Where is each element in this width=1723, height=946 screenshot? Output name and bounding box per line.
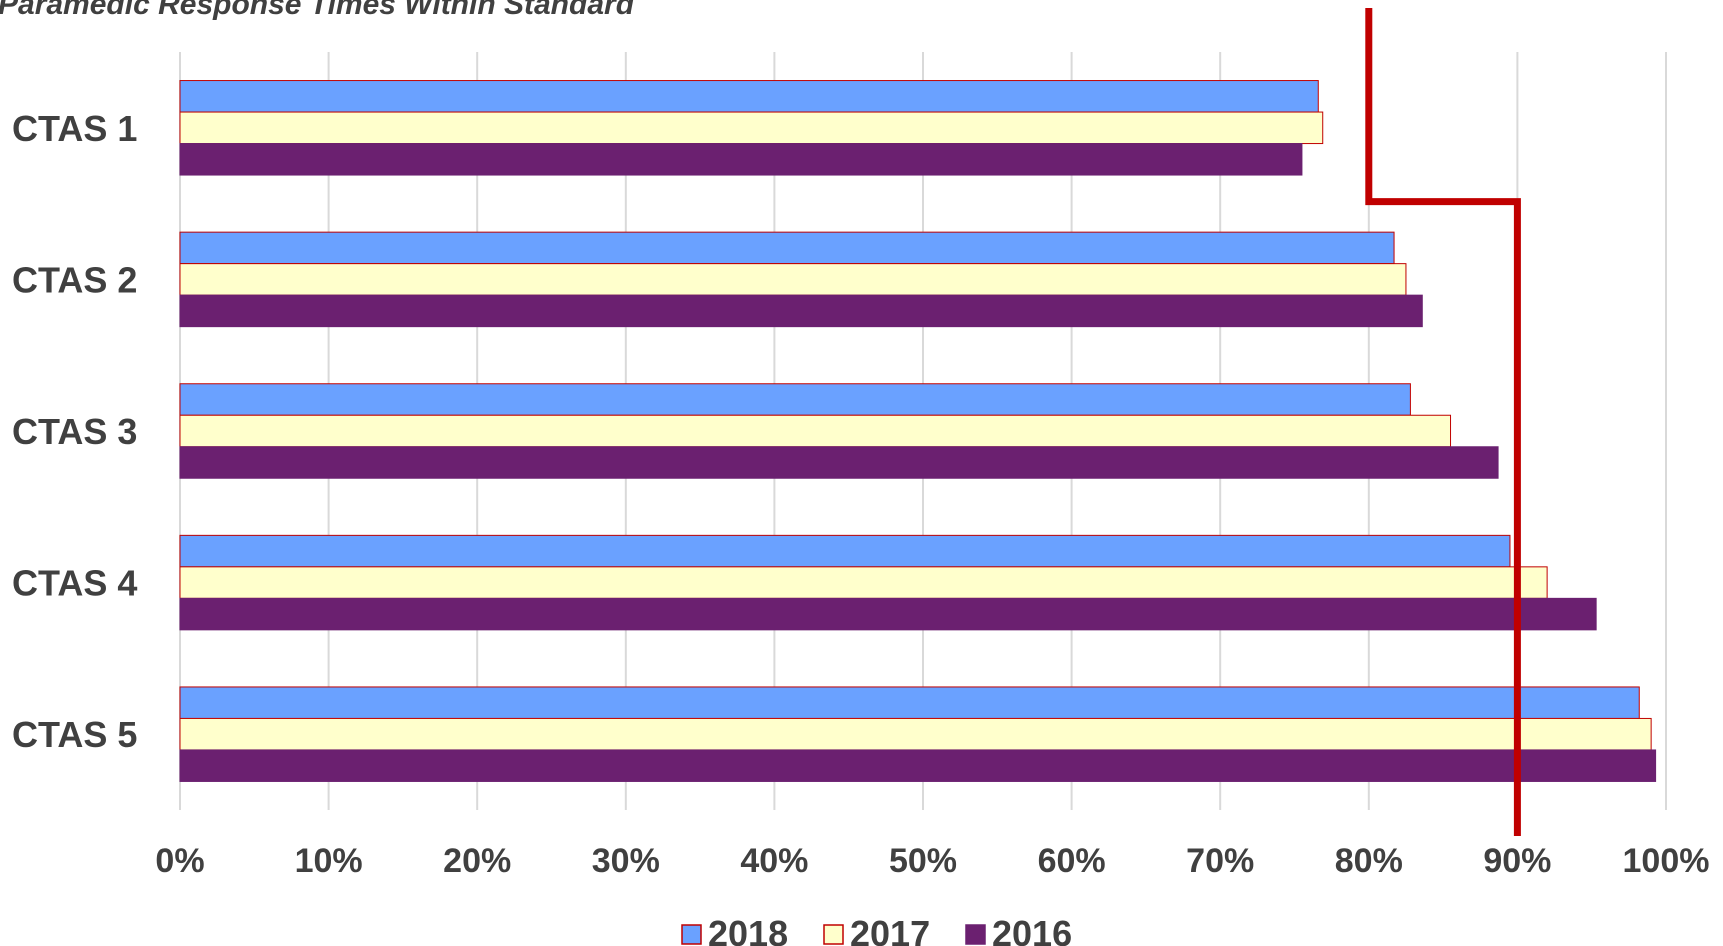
- category-label: CTAS 2: [12, 259, 137, 300]
- bar-2016-ctas-1: [179, 143, 1303, 176]
- legend-swatch-2016: [965, 924, 986, 945]
- x-tick-label: 20%: [443, 842, 511, 880]
- legend-label-2017: 2017: [850, 913, 930, 946]
- category-labels: CTAS 1 CTAS 2 CTAS 3 CTAS 4 CTAS 5: [12, 108, 137, 755]
- x-tick-label: 30%: [592, 842, 660, 880]
- bar-2018-ctas-1: [179, 80, 1319, 113]
- legend: 2018 2017 2016: [681, 913, 1072, 946]
- category-label: CTAS 1: [12, 108, 137, 149]
- bar-2017-ctas-3: [179, 414, 1452, 448]
- legend-label-2016: 2016: [992, 913, 1072, 946]
- bar-2016-ctas-3: [179, 446, 1499, 479]
- bar-2018-ctas-4: [179, 534, 1511, 568]
- bar-2017-ctas-5: [179, 717, 1652, 751]
- bar-2017-ctas-1: [179, 111, 1324, 145]
- x-tick-label: 40%: [740, 842, 808, 880]
- x-tick-label: 60%: [1038, 842, 1106, 880]
- bar-2017-ctas-2: [179, 263, 1407, 296]
- bar-2018-ctas-5: [179, 686, 1640, 719]
- x-tick-label: 10%: [295, 842, 363, 880]
- x-tick-label: 100%: [1623, 842, 1710, 880]
- legend-label-2018: 2018: [708, 913, 788, 946]
- x-tick-label: 90%: [1483, 842, 1551, 880]
- x-tick-label: 50%: [889, 842, 957, 880]
- legend-swatch-2018: [681, 924, 702, 945]
- x-tick-label: 70%: [1186, 842, 1254, 880]
- x-tick-label: 0%: [155, 842, 204, 880]
- x-tick-label: 80%: [1335, 842, 1403, 880]
- bar-2016-ctas-2: [179, 294, 1423, 328]
- bar-2018-ctas-3: [179, 383, 1411, 416]
- bar-2016-ctas-4: [179, 597, 1597, 631]
- target-line: [1365, 8, 1521, 836]
- bar-2016-ctas-5: [179, 749, 1657, 782]
- bar-2017-ctas-4: [179, 566, 1548, 599]
- x-tick-labels: 0% 10% 20% 30% 40% 50% 60% 70% 80% 90% 100%: [155, 842, 1709, 880]
- bars: [179, 80, 1657, 782]
- category-label: CTAS 4: [12, 563, 137, 604]
- bar-2018-ctas-2: [179, 231, 1395, 265]
- chart-title: Paramedic Response Times Within Standard: [0, 0, 635, 21]
- category-label: CTAS 3: [12, 411, 137, 452]
- legend-swatch-2017: [823, 924, 844, 945]
- category-label: CTAS 5: [12, 714, 137, 755]
- target-step-line: [1365, 8, 1521, 836]
